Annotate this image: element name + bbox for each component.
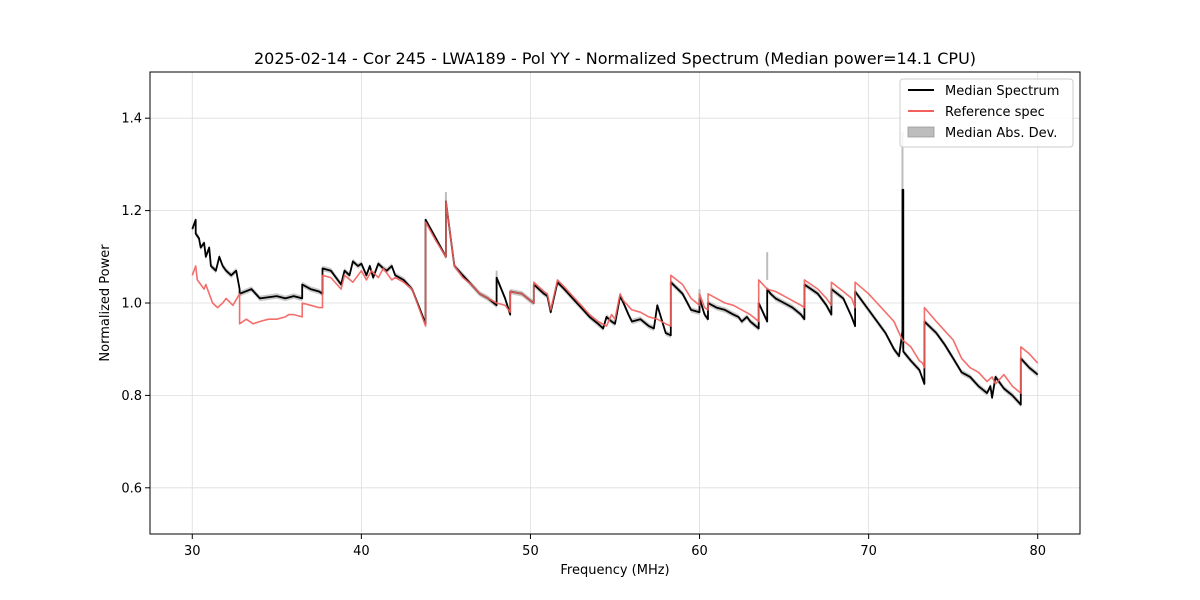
legend-swatch-mad <box>907 126 935 138</box>
series-layer <box>191 188 1039 406</box>
y-tick-label: 1.0 <box>121 297 142 312</box>
y-tick-label: 1.4 <box>121 112 142 127</box>
legend-label-reference: Reference spec <box>945 105 1045 120</box>
mad-band-area <box>192 187 1038 408</box>
y-axis: 0.6 0.8 1.0 1.2 1.4 <box>121 112 150 496</box>
mad-spike <box>766 252 769 280</box>
chart-title: 2025-02-14 - Cor 245 - LWA189 - Pol YY -… <box>254 49 976 68</box>
x-tick-label: 80 <box>1029 544 1046 559</box>
grid-lines <box>150 72 1080 534</box>
y-tick-label: 0.8 <box>121 389 142 404</box>
series-reference-spec <box>191 200 1039 394</box>
y-tick-label: 1.2 <box>121 204 142 219</box>
x-axis: 30 40 50 60 70 80 <box>184 534 1046 559</box>
x-tick-label: 50 <box>522 544 539 559</box>
x-axis-label: Frequency (MHz) <box>560 563 669 578</box>
x-tick-label: 70 <box>860 544 877 559</box>
series-median-spectrum <box>191 188 1039 406</box>
legend: Median Spectrum Reference spec Median Ab… <box>899 78 1074 148</box>
legend-label-median: Median Spectrum <box>945 84 1059 99</box>
x-tick-label: 60 <box>691 544 708 559</box>
y-axis-label: Normalized Power <box>98 244 113 362</box>
x-tick-label: 30 <box>184 544 201 559</box>
legend-label-mad: Median Abs. Dev. <box>945 126 1057 141</box>
legend-box <box>899 78 1074 148</box>
y-tick-label: 0.6 <box>121 481 142 496</box>
mad-band <box>192 132 1038 408</box>
x-tick-label: 40 <box>353 544 370 559</box>
